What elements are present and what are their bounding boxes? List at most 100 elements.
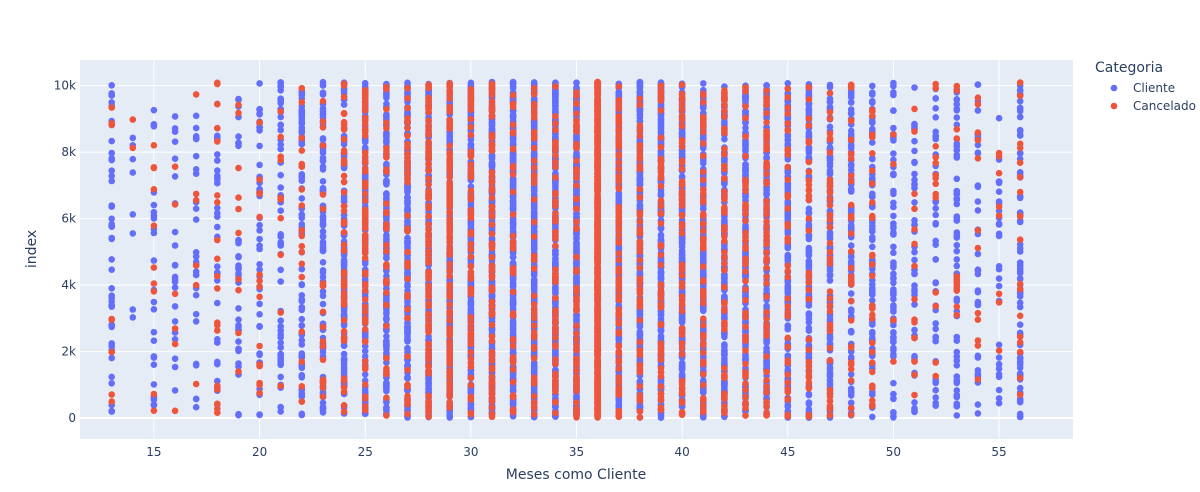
data-point	[298, 374, 306, 381]
data-point	[108, 137, 115, 145]
data-point	[340, 195, 348, 202]
data-point	[150, 354, 158, 361]
data-point	[129, 155, 137, 163]
data-point	[298, 350, 306, 357]
data-point	[192, 205, 200, 212]
data-point	[467, 401, 475, 409]
data-point	[509, 216, 517, 223]
data-point	[108, 149, 115, 157]
data-point	[404, 333, 411, 341]
data-point	[108, 373, 115, 381]
data-point	[298, 113, 306, 121]
data-point	[530, 365, 538, 373]
data-point	[192, 249, 200, 256]
data-point	[108, 354, 115, 362]
data-point	[108, 155, 115, 162]
data-point	[657, 377, 665, 385]
data-point	[235, 316, 242, 324]
data-point	[636, 269, 644, 277]
data-point	[573, 274, 580, 282]
data-point	[298, 195, 306, 202]
data-point	[573, 247, 580, 255]
data-point	[383, 333, 390, 340]
data-point	[319, 407, 327, 414]
data-point	[256, 322, 263, 330]
data-point	[425, 385, 432, 393]
data-point	[150, 337, 158, 345]
data-point	[150, 381, 158, 388]
data-point	[108, 294, 115, 302]
data-point	[171, 318, 179, 325]
data-point	[214, 223, 221, 231]
data-point	[298, 107, 306, 114]
data-point	[319, 288, 327, 295]
data-point	[108, 285, 115, 292]
data-point	[319, 89, 327, 96]
data-point	[214, 204, 221, 212]
data-point	[404, 109, 411, 117]
data-point	[171, 125, 179, 132]
data-point	[256, 261, 263, 268]
data-point	[657, 129, 665, 137]
data-point	[171, 363, 179, 371]
data-point	[214, 209, 221, 217]
data-point	[467, 300, 475, 307]
data-point	[277, 231, 285, 238]
data-point	[319, 228, 327, 235]
data-point	[192, 395, 200, 403]
data-point	[235, 305, 242, 312]
data-point	[256, 227, 263, 234]
data-point	[573, 242, 580, 249]
data-point	[383, 337, 390, 345]
data-point	[298, 140, 306, 148]
data-point	[319, 214, 327, 221]
data-point	[573, 312, 580, 319]
data-point	[404, 239, 411, 247]
data-point	[678, 372, 686, 380]
data-point	[340, 367, 348, 375]
data-point	[256, 235, 263, 243]
data-point	[298, 297, 306, 305]
data-point	[530, 149, 538, 157]
data-point	[700, 270, 707, 278]
data-point	[298, 281, 306, 289]
data-point	[509, 326, 517, 333]
data-point	[150, 123, 158, 130]
data-point	[298, 303, 306, 311]
data-point	[108, 301, 115, 309]
data-point	[636, 377, 644, 385]
data-point	[404, 319, 411, 327]
data-point	[361, 371, 369, 378]
data-point	[340, 350, 348, 358]
data-point	[277, 207, 285, 214]
data-point	[214, 263, 221, 270]
data-point	[319, 300, 327, 308]
data-point	[108, 266, 115, 274]
data-point	[552, 108, 559, 115]
data-point	[319, 154, 327, 162]
data-point	[383, 316, 390, 323]
data-point	[171, 228, 179, 236]
data-point	[277, 239, 285, 246]
data-point	[404, 338, 411, 345]
data-point	[573, 210, 580, 218]
data-point	[383, 133, 390, 140]
data-point	[298, 265, 306, 273]
data-point	[319, 259, 327, 266]
data-point	[108, 342, 115, 350]
data-point	[383, 111, 390, 119]
data-point	[383, 308, 390, 316]
data-point	[319, 348, 327, 356]
data-point	[150, 257, 158, 264]
data-point	[192, 216, 200, 223]
data-point	[636, 328, 644, 336]
data-point	[678, 173, 686, 180]
data-point	[509, 78, 517, 86]
data-point	[277, 317, 285, 325]
data-point	[340, 87, 348, 94]
data-point	[171, 138, 179, 145]
data-point	[108, 380, 115, 387]
data-point	[171, 155, 179, 162]
data-point	[615, 190, 623, 197]
